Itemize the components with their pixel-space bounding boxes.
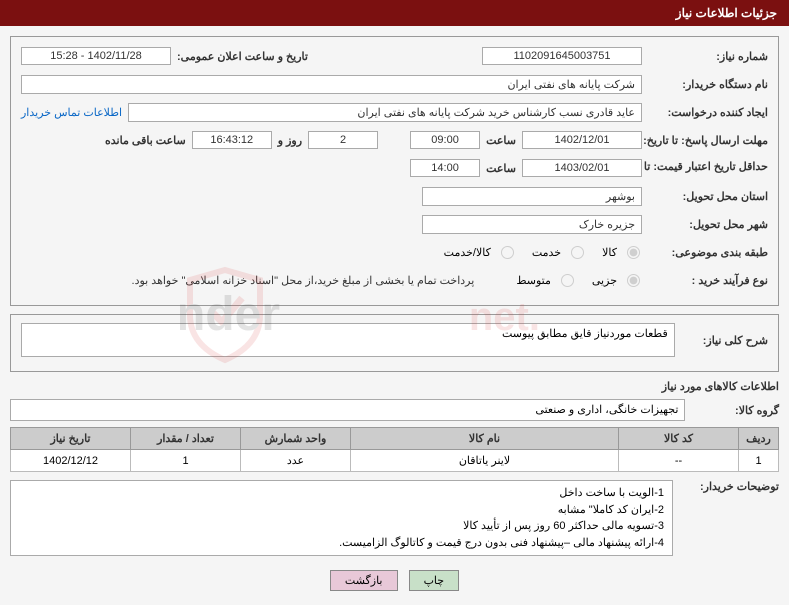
summary-label: شرح کلی نیاز: — [681, 334, 768, 347]
remaining-label: ساعت باقی مانده — [105, 134, 186, 147]
panel-header: جزئیات اطلاعات نیاز — [0, 0, 789, 26]
requester-value: عاید قادری نسب کارشناس خرید شرکت پایانه … — [128, 103, 642, 122]
announce-datetime-label: تاریخ و ساعت اعلان عمومی: — [177, 50, 308, 63]
back-button[interactable]: بازگشت — [330, 570, 398, 591]
countdown: 16:43:12 — [192, 131, 272, 149]
note-line-2: 2-ایران کد کاملا" مشابه — [19, 502, 664, 519]
payment-note: پرداخت تمام یا بخشی از مبلغ خرید،از محل … — [132, 274, 475, 287]
group-label: گروه کالا: — [691, 404, 779, 417]
province-label: استان محل تحویل: — [648, 190, 768, 203]
note-line-4: 4-ارائه پیشنهاد مالی –پیشنهاد فنی بدون د… — [19, 535, 664, 552]
buyer-label: نام دستگاه خریدار: — [648, 78, 768, 91]
category-radio-both — [501, 246, 514, 259]
goods-table: ردیف کد کالا نام کالا واحد شمارش تعداد /… — [10, 427, 779, 472]
need-number-value: 1102091645003751 — [482, 47, 642, 65]
panel-title: جزئیات اطلاعات نیاز — [676, 6, 777, 20]
group-value: تجهیزات خانگی، اداری و صنعتی — [10, 399, 685, 421]
table-header-row: ردیف کد کالا نام کالا واحد شمارش تعداد /… — [11, 428, 779, 450]
category-opt-service: خدمت — [532, 246, 561, 259]
process-radio-medium — [561, 274, 574, 287]
note-line-3: 3-تسویه مالی حداکثر 60 روز پس از تأیید ک… — [19, 518, 664, 535]
validity-date: 1403/02/01 — [522, 159, 642, 177]
deadline-date: 1402/12/01 — [522, 131, 642, 149]
deadline-label: مهلت ارسال پاسخ: تا تاریخ: — [648, 134, 768, 147]
cell-unit: عدد — [241, 450, 351, 472]
category-opt-both: کالا/خدمت — [444, 246, 491, 259]
city-value: جزیره خارک — [422, 215, 642, 234]
validity-label: حداقل تاریخ اعتبار قیمت: تا تاریخ: — [648, 161, 768, 174]
buyer-contact-link[interactable]: اطلاعات تماس خریدار — [21, 106, 122, 119]
button-row: چاپ بازگشت — [10, 562, 779, 595]
col-code: کد کالا — [619, 428, 739, 450]
note-line-1: 1-الویت با ساخت داخل — [19, 485, 664, 502]
category-opt-goods: کالا — [602, 246, 617, 259]
buyer-value: شرکت پایانه های نفتی ایران — [21, 75, 642, 94]
days-remaining: 2 — [308, 131, 378, 149]
days-and-label: روز و — [278, 134, 302, 147]
buyer-notes-label: توضیحات خریدار: — [679, 480, 779, 493]
need-number-label: شماره نیاز: — [648, 50, 768, 63]
category-label: طبقه بندی موضوعی: — [648, 246, 768, 259]
hour-label-1: ساعت — [486, 134, 516, 147]
col-date: تاریخ نیاز — [11, 428, 131, 450]
category-radio-goods — [627, 246, 640, 259]
province-value: بوشهر — [422, 187, 642, 206]
process-label: نوع فرآیند خرید : — [648, 274, 768, 287]
summary-value: قطعات موردنیاز قایق مطابق پیوست — [21, 323, 675, 357]
cell-date: 1402/12/12 — [11, 450, 131, 472]
content: شماره نیاز: 1102091645003751 تاریخ و ساع… — [0, 26, 789, 605]
col-qty: تعداد / مقدار — [131, 428, 241, 450]
cell-qty: 1 — [131, 450, 241, 472]
table-row: 1 -- لاینر یاتاقان عدد 1 1402/12/12 — [11, 450, 779, 472]
deadline-time: 09:00 — [410, 131, 480, 149]
process-radio-minor — [627, 274, 640, 287]
cell-code: -- — [619, 450, 739, 472]
cell-name: لاینر یاتاقان — [351, 450, 619, 472]
goods-section-title: اطلاعات کالاهای مورد نیاز — [10, 380, 779, 393]
process-opt-medium: متوسط — [516, 274, 551, 287]
cell-idx: 1 — [739, 450, 779, 472]
col-idx: ردیف — [739, 428, 779, 450]
announce-datetime-value: 1402/11/28 - 15:28 — [21, 47, 171, 65]
col-unit: واحد شمارش — [241, 428, 351, 450]
category-radio-service — [571, 246, 584, 259]
hour-label-2: ساعت — [486, 162, 516, 175]
requester-label: ایجاد کننده درخواست: — [648, 106, 768, 119]
print-button[interactable]: چاپ — [409, 570, 460, 591]
details-panel: شماره نیاز: 1102091645003751 تاریخ و ساع… — [10, 36, 779, 306]
col-name: نام کالا — [351, 428, 619, 450]
buyer-notes-box: 1-الویت با ساخت داخل 2-ایران کد کاملا" م… — [10, 480, 673, 556]
process-opt-minor: جزیی — [592, 274, 617, 287]
summary-panel: شرح کلی نیاز: قطعات موردنیاز قایق مطابق … — [10, 314, 779, 372]
city-label: شهر محل تحویل: — [648, 218, 768, 231]
validity-time: 14:00 — [410, 159, 480, 177]
